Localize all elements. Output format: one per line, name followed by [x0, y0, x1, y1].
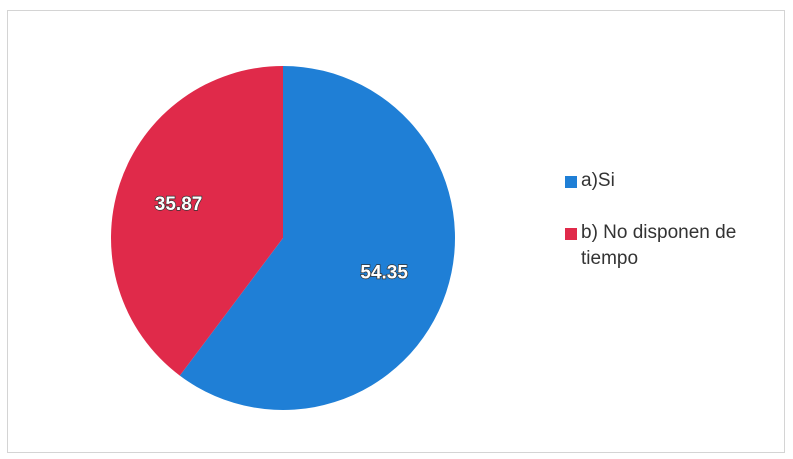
slice-no-disponen	[111, 66, 283, 376]
slice-si	[179, 66, 456, 411]
legend-item-si: a)Si	[565, 168, 745, 194]
legend-item-no-disponen: b) No disponen de tiempo	[565, 220, 745, 272]
legend-label-no-disponen: b) No disponen de tiempo	[581, 222, 737, 269]
slice-label-no-disponen: 35.87	[155, 194, 203, 215]
slice-label-si: 54.35	[360, 263, 408, 284]
legend-label-si: a)Si	[581, 170, 615, 191]
legend-swatch-no-disponen	[565, 228, 577, 240]
legend-swatch-si	[565, 176, 577, 188]
chart-legend: a)Si b) No disponen de tiempo	[565, 168, 745, 298]
